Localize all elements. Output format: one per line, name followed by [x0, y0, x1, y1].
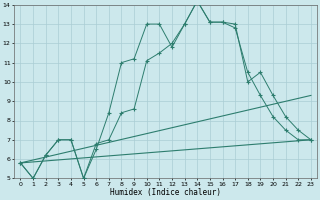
X-axis label: Humidex (Indice chaleur): Humidex (Indice chaleur): [110, 188, 221, 197]
